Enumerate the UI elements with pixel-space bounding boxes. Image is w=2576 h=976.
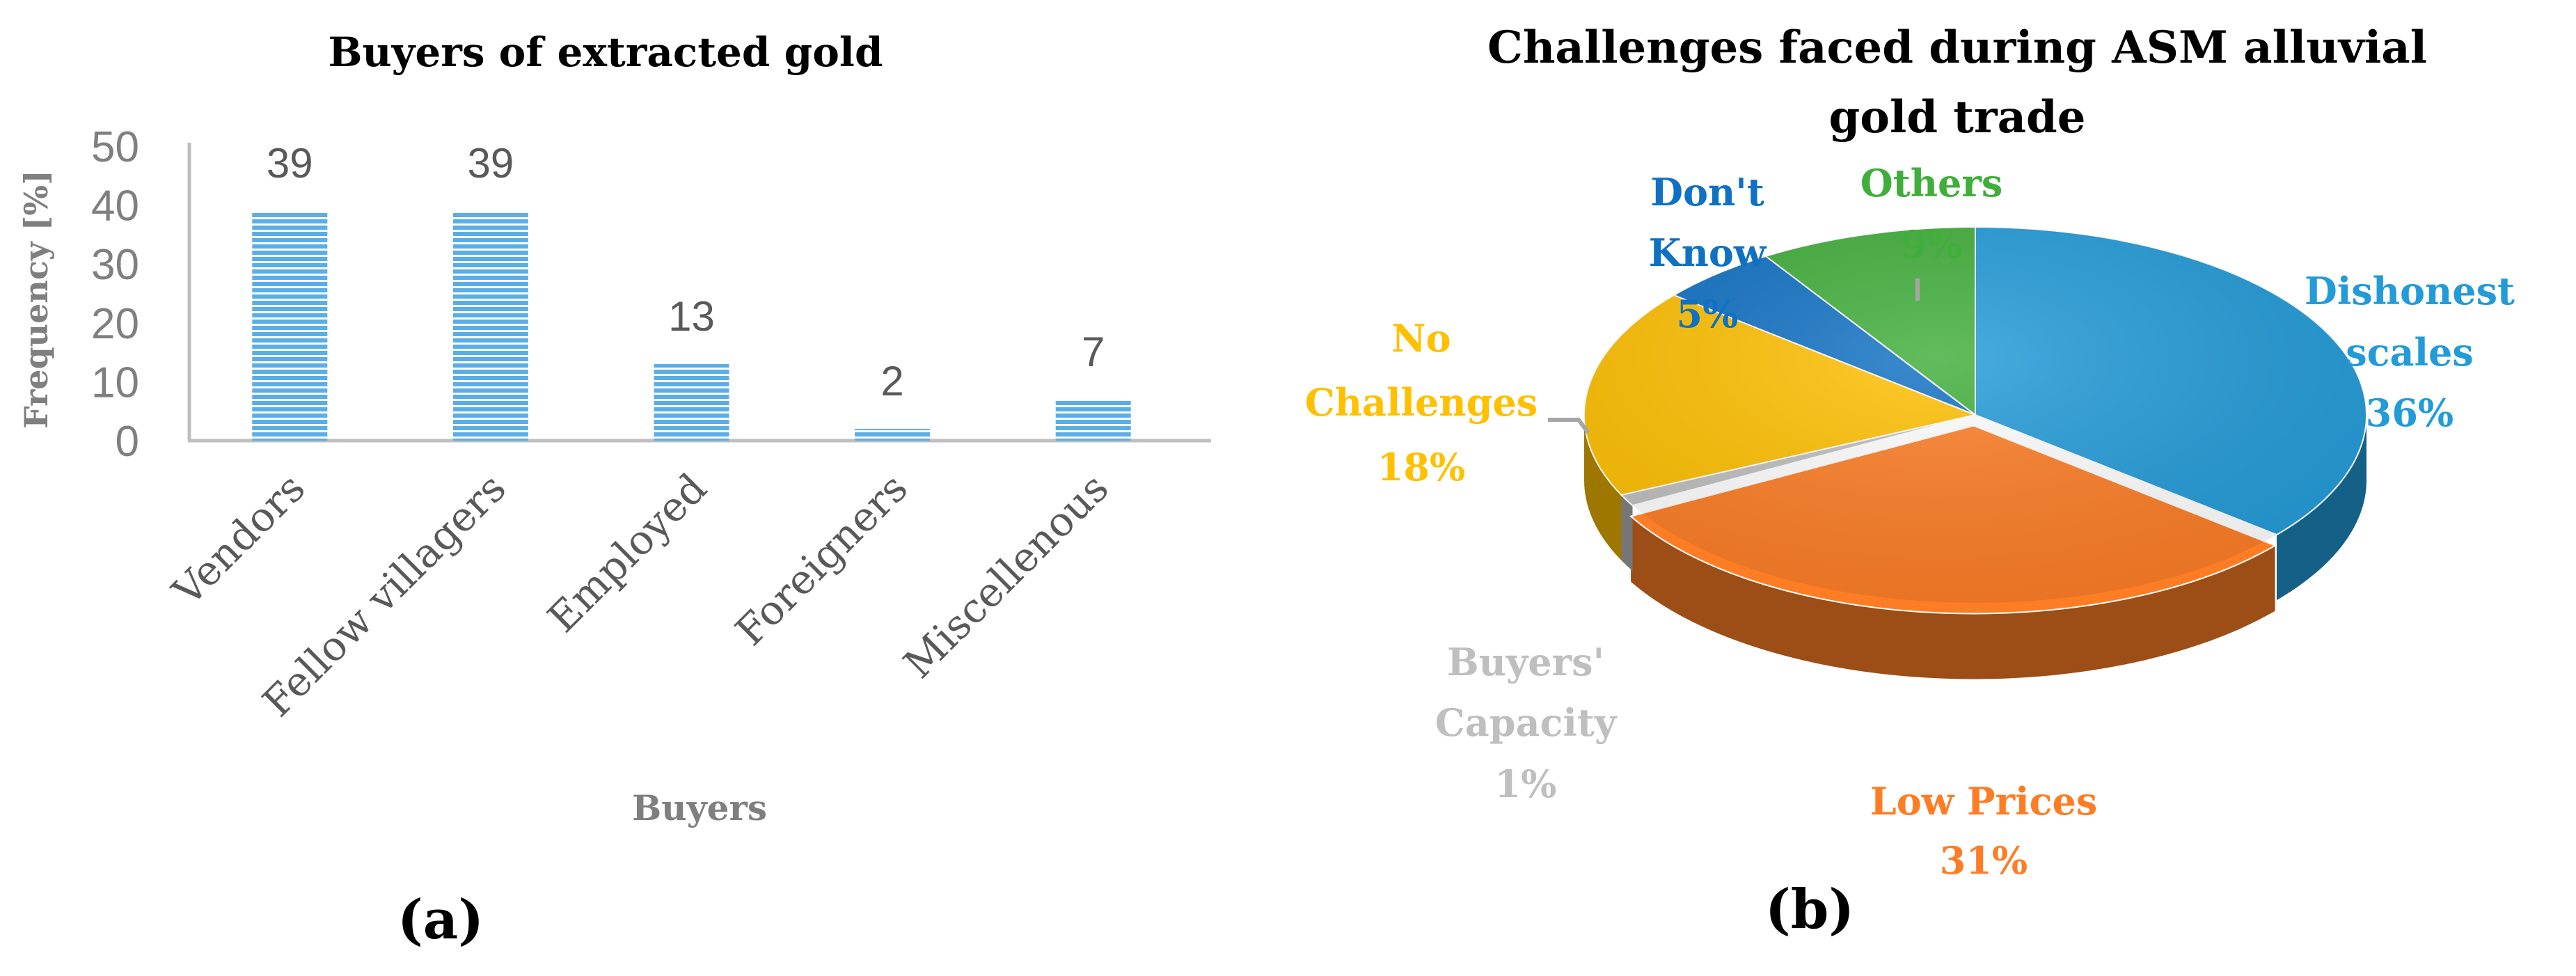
label-buyers-capacity-line2: Capacity [1435, 700, 1618, 745]
bar-data-labels: 39 39 13 2 7 [267, 140, 1105, 404]
y-axis-label: Frequency [%] [17, 170, 55, 429]
label-dont-know-line1: Don't [1650, 170, 1764, 214]
y-tick-label: 0 [116, 418, 139, 466]
y-tick-label: 40 [91, 182, 139, 230]
bar [1055, 399, 1131, 441]
bar-chart-title: Buyers of extracted gold [328, 29, 883, 76]
label-buyers-capacity-pct: 1% [1495, 762, 1557, 806]
label-buyers-capacity-line1: Buyers' [1447, 640, 1604, 684]
pie-slices [1583, 226, 2367, 615]
label-dont-know-line2: Know [1649, 230, 1767, 275]
pie-highlight [1584, 227, 2366, 603]
pie-chart-title-line1: Challenges faced during ASM alluvial [1487, 22, 2427, 74]
label-others-line1: Others [1860, 161, 2002, 205]
panel-label-b: (b) [1765, 878, 1854, 941]
label-dont-know-pct: 5% [1677, 292, 1739, 336]
bar-data-label: 39 [267, 140, 313, 187]
y-tick-label: 30 [91, 241, 139, 289]
pie-chart: Challenges faced during ASM alluvial gol… [1305, 22, 2515, 941]
bar [855, 429, 931, 441]
label-others-pct: 9% [1901, 222, 1963, 267]
x-tick-label: Miscellenous [894, 464, 1118, 688]
label-dishonest-pct: 36% [2366, 391, 2453, 435]
x-axis-label: Buyers [632, 787, 767, 828]
pie-chart-title-line2: gold trade [1829, 91, 2086, 143]
label-no-challenges-line2: Challenges [1305, 380, 1538, 425]
label-dishonest-line2: scales [2346, 330, 2474, 375]
bar-data-label: 2 [880, 358, 903, 404]
label-no-challenges-line1: No [1391, 316, 1451, 361]
bar [452, 211, 528, 441]
y-axis-ticks: 0 10 20 30 40 50 [91, 123, 139, 466]
bar [654, 364, 729, 441]
bars [252, 211, 1131, 441]
bar-data-label: 39 [468, 140, 514, 187]
pie-slice-side [1621, 495, 1633, 572]
x-tick-label: Foreigners [726, 464, 917, 655]
pie-slice-side [1631, 516, 2275, 679]
leader-line-no-challenges [1548, 418, 1590, 434]
x-tick-label: Employed [539, 464, 716, 642]
y-tick-label: 50 [91, 123, 139, 171]
x-tick-label: Vendors [163, 464, 314, 615]
pie-slice-side [2277, 415, 2366, 601]
label-dishonest-line1: Dishonest [2305, 269, 2515, 313]
label-low-prices-line1: Low Prices [1870, 779, 2097, 824]
pie-sides [1584, 415, 2366, 679]
y-tick-label: 10 [91, 359, 139, 407]
bar-data-label: 7 [1082, 329, 1105, 375]
label-low-prices-pct: 31% [1940, 838, 2028, 883]
pie-slice-side [1584, 415, 1622, 560]
label-no-challenges-pct: 18% [1377, 445, 1465, 489]
bar-chart: Buyers of extracted gold Frequency [%] 0… [17, 29, 1211, 952]
bar-data-label: 13 [668, 293, 715, 340]
bar [252, 211, 328, 441]
y-tick-label: 20 [91, 300, 139, 348]
panel-label-a: (a) [397, 888, 484, 952]
